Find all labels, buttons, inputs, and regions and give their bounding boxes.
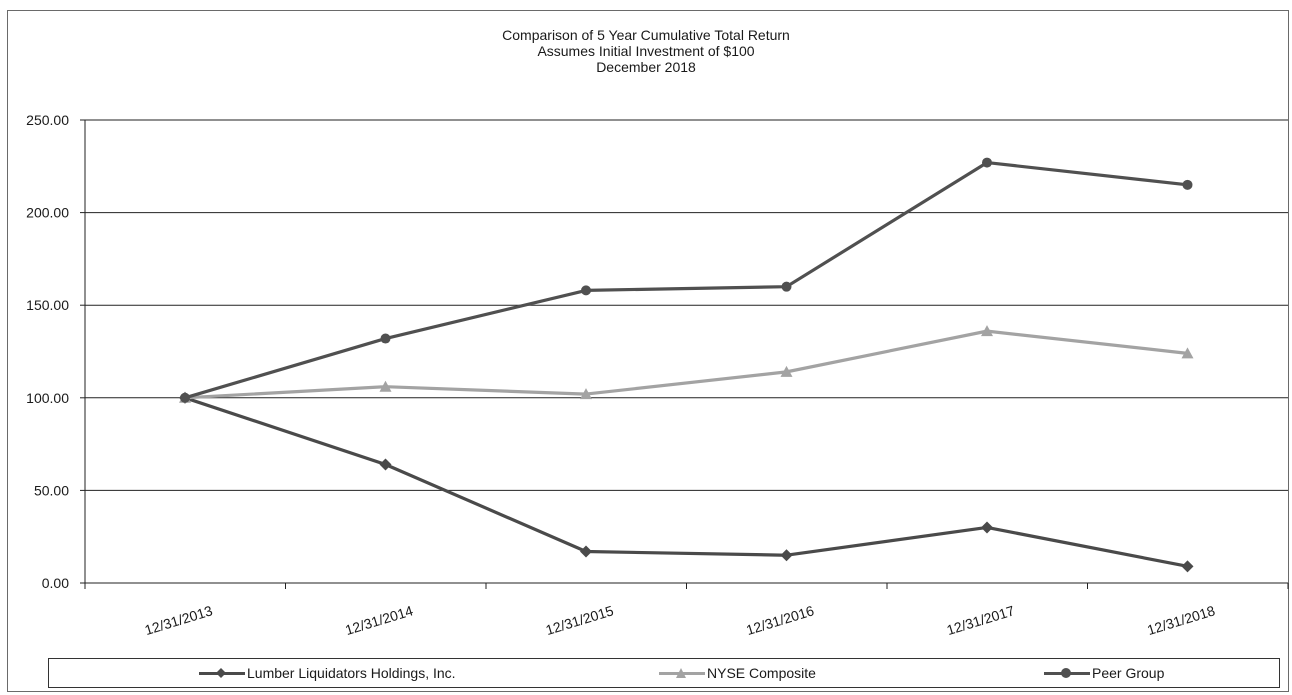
x-tick-label: 12/31/2014 <box>343 602 415 638</box>
data-point <box>580 545 592 558</box>
data-point <box>781 281 792 292</box>
series-line <box>184 160 1188 400</box>
legend-item-nyse-composite: NYSE Composite <box>659 659 816 687</box>
chart-subtitle-line-1: Assumes Initial Investment of $100 <box>537 43 755 59</box>
data-point <box>1181 347 1194 359</box>
chart-frame <box>7 10 1289 692</box>
data-point <box>981 325 993 337</box>
data-point <box>1181 560 1194 573</box>
y-tick-label: 200.00 <box>26 205 69 221</box>
y-tick-label: 150.00 <box>26 297 69 313</box>
data-point <box>580 388 592 400</box>
series-lines <box>179 157 1194 573</box>
legend-swatch-triangle-icon <box>659 668 705 678</box>
y-tick-labels: 0.00 50.00 100.00 150.00 200.00 250.00 <box>26 112 69 591</box>
legend-label-nyse-composite: NYSE Composite <box>707 665 816 681</box>
series-line <box>184 396 1188 568</box>
data-point <box>780 365 793 377</box>
legend: Lumber Liquidators Holdings, Inc. NYSE C… <box>48 658 1280 688</box>
data-point <box>1182 179 1193 190</box>
x-tick-label: 12/31/2013 <box>143 602 215 638</box>
data-point <box>981 521 993 534</box>
chart-title-block: Comparison of 5 Year Cumulative Total Re… <box>0 27 1292 75</box>
data-point <box>380 333 391 344</box>
data-point <box>379 458 392 471</box>
data-point <box>180 392 190 403</box>
series-line <box>184 329 1188 400</box>
data-point <box>780 549 793 562</box>
chart-title: Comparison of 5 Year Cumulative Total Re… <box>502 27 790 43</box>
legend-swatch-diamond-icon <box>199 668 245 678</box>
legend-item-peer-group: Peer Group <box>1044 659 1164 687</box>
y-tick-label: 0.00 <box>42 575 69 591</box>
legend-swatch-circle-icon <box>1044 668 1090 678</box>
axes <box>80 119 1289 589</box>
legend-label-peer-group: Peer Group <box>1092 665 1165 681</box>
data-point <box>379 380 392 392</box>
y-tick-label: 50.00 <box>34 482 69 498</box>
x-tick-label: 12/31/2016 <box>744 602 816 638</box>
x-tick-label: 12/31/2017 <box>945 602 1017 638</box>
y-tick-label: 100.00 <box>26 390 69 406</box>
data-point <box>581 285 591 296</box>
data-point <box>982 157 992 168</box>
gridlines <box>85 119 1288 491</box>
legend-item-lumber-liquidators: Lumber Liquidators Holdings, Inc. <box>199 659 456 687</box>
legend-label-lumber-liquidators: Lumber Liquidators Holdings, Inc. <box>247 665 456 681</box>
x-tick-label: 12/31/2015 <box>544 602 616 638</box>
chart-subtitle-line-2: December 2018 <box>596 59 696 75</box>
x-tick-label: 12/31/2018 <box>1145 602 1217 638</box>
y-tick-label: 250.00 <box>26 112 69 128</box>
x-tick-labels: 12/31/2013 12/31/2014 12/31/2015 12/31/2016… <box>143 602 1217 638</box>
